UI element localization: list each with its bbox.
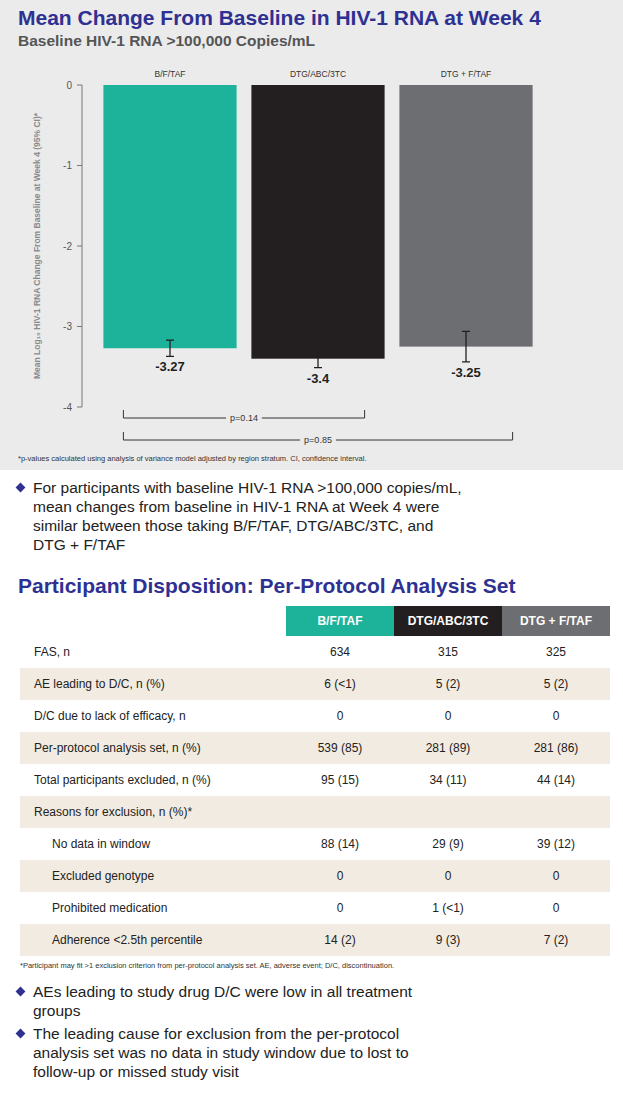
- bar: [103, 85, 236, 348]
- comparison-label: p=0.85: [304, 435, 332, 445]
- marks: [103, 85, 532, 368]
- table-cell: 34 (11): [394, 764, 502, 796]
- bullet-text: For participants with baseline HIV-1 RNA…: [33, 478, 463, 554]
- chart-title: Mean Change From Baseline in HIV-1 RNA a…: [18, 6, 541, 29]
- table-cell: 315: [394, 636, 502, 668]
- table-title: Participant Disposition: Per-Protocol An…: [18, 574, 516, 598]
- table-cell: 0: [286, 892, 394, 924]
- table-row: FAS, n634315325: [20, 636, 610, 668]
- error-bar: [462, 331, 470, 362]
- table-row: Excluded genotype000: [20, 860, 610, 892]
- y-tick-label: 0: [66, 80, 72, 91]
- bar: [251, 85, 384, 359]
- data-label: -3.4: [307, 371, 330, 386]
- table-row: No data in window88 (14)29 (9)39 (12): [20, 828, 610, 860]
- column-header: DTG + F/TAF: [502, 606, 610, 636]
- bullet-text: AEs leading to study drug D/C were low i…: [33, 982, 453, 1020]
- row-label: AE leading to D/C, n (%): [20, 668, 286, 700]
- comparison-bracket: [123, 432, 512, 440]
- table-footnote: *Participant may fit >1 exclusion criter…: [20, 961, 610, 970]
- table-cell: 14 (2): [286, 924, 394, 956]
- table-row: D/C due to lack of efficacy, n000: [20, 700, 610, 732]
- category-label: DTG + F/TAF: [441, 69, 492, 79]
- chart-footnote: *p-values calculated using analysis of v…: [18, 454, 367, 463]
- table-cell: 7 (2): [502, 924, 610, 956]
- table-cell: 325: [502, 636, 610, 668]
- y-tick: [77, 326, 82, 327]
- empty-cell: [394, 796, 502, 828]
- table-cell: 29 (9): [394, 828, 502, 860]
- table-cell: 0: [394, 700, 502, 732]
- table-cell: 0: [502, 700, 610, 732]
- header-corner: [20, 606, 286, 636]
- disposition-table: B/F/TAFDTG/ABC/3TCDTG + F/TAFFAS, n63431…: [20, 606, 610, 956]
- category-label: DTG/ABC/3TC: [290, 69, 346, 79]
- table-row: AE leading to D/C, n (%)6 (<1)5 (2)5 (2): [20, 668, 610, 700]
- bullet-marker: [16, 987, 26, 997]
- row-label: Adherence <2.5th percentile: [20, 924, 286, 956]
- table-cell: 0: [394, 860, 502, 892]
- table-head: B/F/TAFDTG/ABC/3TCDTG + F/TAF: [20, 606, 610, 636]
- table-row: Prohibited medication01 (<1)0: [20, 892, 610, 924]
- table-row: Total participants excluded, n (%)95 (15…: [20, 764, 610, 796]
- table-row: Per-protocol analysis set, n (%)539 (85)…: [20, 732, 610, 764]
- row-label: Reasons for exclusion, n (%)*: [20, 796, 286, 828]
- row-label: Prohibited medication: [20, 892, 286, 924]
- table-row: Reasons for exclusion, n (%)*: [20, 796, 610, 828]
- row-label: Per-protocol analysis set, n (%): [20, 732, 286, 764]
- y-tick: [77, 85, 82, 86]
- y-tick-label: -2: [63, 241, 72, 252]
- empty-cell: [286, 796, 394, 828]
- table-cell: 5 (2): [394, 668, 502, 700]
- row-label: Excluded genotype: [20, 860, 286, 892]
- bullet-marker: [16, 483, 26, 493]
- table-cell: 6 (<1): [286, 668, 394, 700]
- category-label: B/F/TAF: [154, 69, 185, 79]
- y-axis-label: Mean Log₁₀ HIV-1 RNA Change From Baselin…: [32, 112, 42, 379]
- table-cell: 0: [286, 860, 394, 892]
- column-header: B/F/TAF: [286, 606, 394, 636]
- table-cell: 281 (89): [394, 732, 502, 764]
- table-row: Adherence <2.5th percentile14 (2)9 (3)7 …: [20, 924, 610, 956]
- table-cell: 9 (3): [394, 924, 502, 956]
- bar: [399, 85, 532, 347]
- column-header: DTG/ABC/3TC: [394, 606, 502, 636]
- table-cell: 0: [502, 860, 610, 892]
- table-cell: 281 (86): [502, 732, 610, 764]
- table-cell: 5 (2): [502, 668, 610, 700]
- data-label: -3.27: [155, 359, 185, 374]
- table-cell: 95 (15): [286, 764, 394, 796]
- y-tick: [77, 246, 82, 247]
- header-row: B/F/TAFDTG/ABC/3TCDTG + F/TAF: [20, 606, 610, 636]
- table-cell: 0: [502, 892, 610, 924]
- row-label: Total participants excluded, n (%): [20, 764, 286, 796]
- y-tick: [77, 407, 82, 408]
- data-label: -3.25: [451, 365, 481, 380]
- bullet-marker: [16, 1029, 26, 1039]
- row-label: FAS, n: [20, 636, 286, 668]
- comparison-label: p=0.14: [230, 413, 258, 423]
- y-tick-label: -4: [63, 402, 72, 413]
- table-cell: 44 (14): [502, 764, 610, 796]
- table-cell: 539 (85): [286, 732, 394, 764]
- y-tick: [77, 165, 82, 166]
- row-label: D/C due to lack of efficacy, n: [20, 700, 286, 732]
- table-cell: 0: [286, 700, 394, 732]
- table-body: FAS, n634315325AE leading to D/C, n (%)6…: [20, 636, 610, 956]
- chart-panel: Mean Change From Baseline in HIV-1 RNA a…: [0, 0, 623, 470]
- bullet-text: The leading cause for exclusion from the…: [33, 1024, 453, 1081]
- y-tick-label: -1: [63, 160, 72, 171]
- error-bar: [314, 350, 322, 368]
- table-cell: 39 (12): [502, 828, 610, 860]
- row-label: No data in window: [20, 828, 286, 860]
- comparison-bracket: [123, 410, 364, 418]
- chart-subtitle: Baseline HIV-1 RNA >100,000 Copies/mL: [18, 32, 315, 49]
- error-bar: [166, 340, 174, 356]
- y-tick-label: -3: [63, 321, 72, 332]
- table-cell: 634: [286, 636, 394, 668]
- empty-cell: [502, 796, 610, 828]
- table-cell: 1 (<1): [394, 892, 502, 924]
- table-cell: 88 (14): [286, 828, 394, 860]
- panel-background: [0, 0, 623, 470]
